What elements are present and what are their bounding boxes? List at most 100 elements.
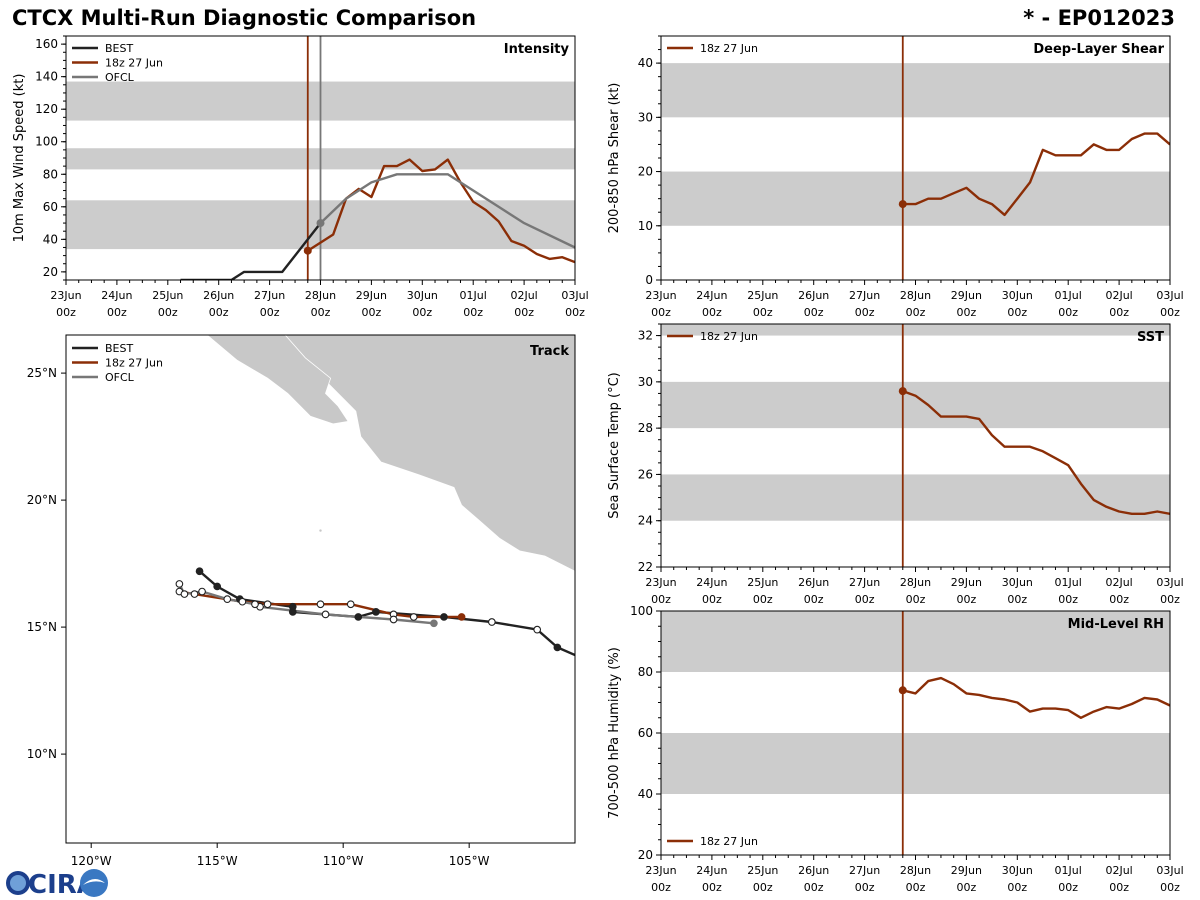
intensity-xtick-label-date: 01Jul [460, 289, 487, 302]
intensity-xtick-label-date: 24Jun [101, 289, 132, 302]
track-point-best [372, 608, 380, 616]
track-panel-title: Track [530, 344, 569, 359]
rh-series-run [902, 676, 1170, 719]
track-point-ofcl [430, 619, 438, 628]
intensity-xtick-label-hour: 00z [209, 306, 229, 319]
sst-xtick-label-hour: 00z [804, 593, 824, 606]
rh-ytick-label: 60 [638, 726, 653, 740]
rh-xtick-label-date: 25Jun [747, 864, 778, 877]
sst-xtick-label-hour: 00z [1109, 593, 1129, 606]
sst-xtick-label-hour: 00z [702, 593, 722, 606]
intensity-ytick-label: 20 [43, 265, 58, 279]
intensity-xtick-label-date: 26Jun [203, 289, 234, 302]
sst-xtick-label-date: 23Jun [645, 576, 676, 589]
track-point-ofcl [223, 595, 232, 604]
sst-band [661, 324, 1170, 336]
sst-xtick-label-date: 30Jun [1002, 576, 1033, 589]
sst-band [661, 381, 1170, 429]
track-xtick-label: 120°W [71, 854, 112, 868]
sst-start-point-run [898, 387, 907, 396]
shear-xtick-label-hour: 00z [1007, 306, 1027, 319]
intensity-ytick-label: 160 [35, 37, 58, 51]
sst-xtick-label-date: 02Jul [1105, 576, 1132, 589]
intensity-xtick-label-hour: 00z [463, 306, 483, 319]
rh-xtick-label-hour: 00z [651, 881, 671, 894]
track-ytick-label: 25°N [27, 366, 57, 380]
intensity-legend-label-run: 18z 27 Jun [105, 57, 163, 70]
intensity-xtick-label-hour: 00z [311, 306, 331, 319]
track-xtick-label: 110°W [323, 854, 364, 868]
intensity-xtick-label-hour: 00z [260, 306, 280, 319]
intensity-legend-label-best: BEST [105, 42, 133, 55]
rh-xtick-label-hour: 00z [1109, 881, 1129, 894]
shear-ytick-label: 10 [638, 219, 653, 233]
intensity-ytick-label: 60 [43, 200, 58, 214]
cira-logo: CIRA [6, 869, 108, 900]
rh-xtick-label-hour: 00z [702, 881, 722, 894]
revillagigedo-island [319, 529, 322, 532]
mexico-mainland [272, 335, 575, 572]
track-point-run [316, 600, 325, 609]
track-ytick-label: 10°N [27, 747, 57, 761]
sst-xtick-label-hour: 00z [1058, 593, 1078, 606]
sst-legend-label-run: 18z 27 Jun [700, 330, 758, 343]
intensity-xtick-label-hour: 00z [56, 306, 76, 319]
rh-ytick-label: 80 [638, 665, 653, 679]
intensity-series-ofcl [319, 173, 575, 249]
track-ytick-label: 15°N [27, 620, 57, 634]
sst-xtick-label-hour: 00z [855, 593, 875, 606]
rh-xtick-label-date: 30Jun [1002, 864, 1033, 877]
rh-xtick-label-date: 27Jun [849, 864, 880, 877]
rh-ytick-label: 20 [638, 848, 653, 862]
track-point-best [288, 602, 297, 611]
sst-ylabel: Sea Surface Temp (°C) [607, 372, 622, 519]
shear-ytick-label: 0 [645, 273, 653, 287]
track-point-ofcl [180, 590, 189, 598]
shear-xtick-label-date: 23Jun [645, 289, 676, 302]
rh-xtick-label-date: 26Jun [798, 864, 829, 877]
sst-band [661, 474, 1170, 521]
sst-ytick-label: 26 [638, 467, 653, 481]
shear-xtick-label-date: 27Jun [849, 289, 880, 302]
intensity-xtick-label-hour: 00z [412, 306, 432, 319]
rh-xtick-label-date: 03Jul [1156, 864, 1183, 877]
intensity-series-best [180, 222, 322, 280]
sst-panel: 22 24 26 28 30 32 23Jun 00z 24Jun 00z 25Jun 00z 26Ju… [607, 323, 1184, 606]
rh-xtick-label-date: 28Jun [900, 864, 931, 877]
rh-panel-title: Mid-Level RH [1068, 617, 1164, 632]
shear-xtick-label-date: 26Jun [798, 289, 829, 302]
intensity-xtick-label-date: 30Jun [407, 289, 438, 302]
sst-ytick-label: 30 [638, 375, 653, 389]
intensity-xtick-label-date: 25Jun [152, 289, 183, 302]
intensity-xtick-label-hour: 00z [107, 306, 127, 319]
intensity-xtick-label-date: 29Jun [356, 289, 387, 302]
track-legend-label-run: 18z 27 Jun [105, 357, 163, 370]
rh-ytick-label: 100 [630, 604, 653, 618]
shear-band [661, 63, 1170, 118]
intensity-start-point-run [303, 246, 312, 255]
track-point-ofcl [198, 587, 206, 596]
sst-xtick-label-hour: 00z [753, 593, 773, 606]
rh-xtick-label-date: 29Jun [951, 864, 982, 877]
track-plot-area [175, 335, 575, 657]
rh-band [661, 733, 1170, 794]
sst-xtick-label-hour: 00z [957, 593, 977, 606]
rh-legend-label-run: 18z 27 Jun [700, 835, 758, 848]
intensity-ytick-label: 140 [35, 70, 58, 84]
intensity-ylabel: 10m Max Wind Speed (kt) [12, 74, 27, 243]
figure-title: CTCX Multi-Run Diagnostic Comparison [12, 6, 477, 30]
rh-xtick-label-date: 02Jul [1105, 864, 1132, 877]
sst-xtick-label-hour: 00z [651, 593, 671, 606]
shear-xtick-label-date: 25Jun [747, 289, 778, 302]
track-point-run [263, 600, 272, 609]
sst-ytick-label: 22 [638, 560, 653, 574]
track-point-best [195, 567, 204, 576]
shear-xtick-label-date: 01Jul [1055, 289, 1082, 302]
intensity-start-point-ofcl [316, 219, 325, 228]
sst-xtick-label-date: 27Jun [849, 576, 880, 589]
track-frame [65, 334, 576, 844]
rh-start-point-run [898, 686, 907, 695]
sst-xtick-label-date: 25Jun [747, 576, 778, 589]
track-point-run [238, 597, 247, 606]
shear-series-run [902, 132, 1170, 217]
